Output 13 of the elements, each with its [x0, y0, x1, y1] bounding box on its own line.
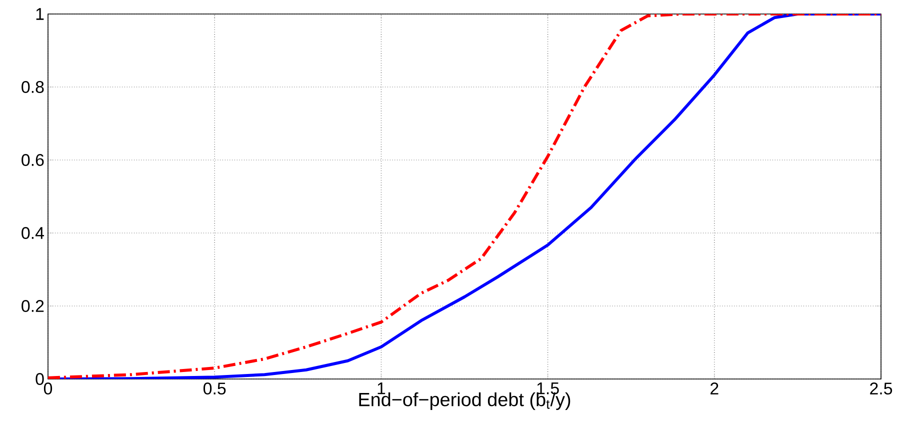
y-tick-label: 1: [36, 8, 44, 20]
x-tick-label: 2.5: [870, 382, 892, 395]
y-tick-label: 0.4: [22, 227, 44, 239]
y-tick-label: 0.2: [22, 300, 44, 312]
x-tick-label: 0.5: [203, 382, 226, 395]
x-tick-label: 1.5: [537, 382, 559, 394]
x-tick-label: 1: [378, 382, 386, 394]
x-tick-label: 2: [710, 382, 718, 394]
y-tick-label: 0.8: [22, 81, 44, 93]
y-tick-label: 0.6: [22, 154, 44, 166]
x-tick-label: 0: [44, 382, 52, 395]
y-tick-label: 0: [36, 373, 44, 385]
line-series: [48, 14, 882, 379]
